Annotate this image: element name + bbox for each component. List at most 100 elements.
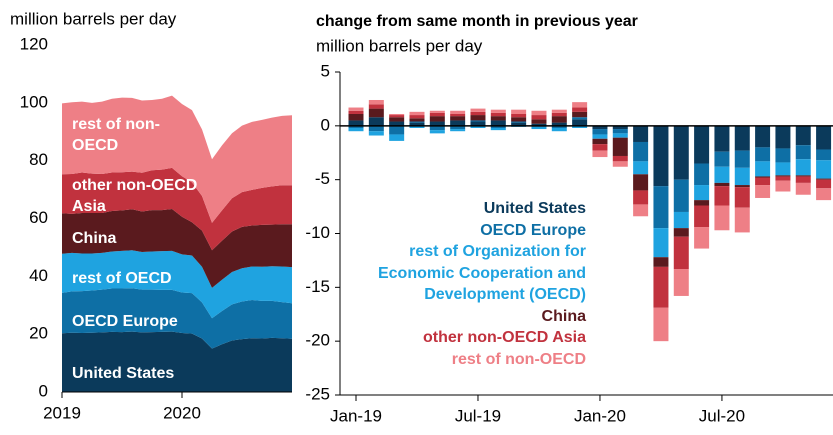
bar [450,125,466,130]
y-tick-label: 120 [20,34,48,53]
bar [470,125,486,128]
bar [795,175,811,177]
x-tick-label: Jan-19 [330,406,382,425]
bar [714,182,730,187]
bar [734,167,750,186]
legend-entry: OECD Europe [480,221,586,239]
bar [551,125,567,128]
left-unit-label: million barrels per day [10,9,177,28]
bar [450,116,466,121]
bar [572,111,588,118]
bar [775,148,791,163]
y-tick-label: 40 [29,266,48,285]
area [62,288,292,349]
area-label: rest of non-OECD [72,116,160,154]
x-tick-label: 2020 [163,403,201,422]
bar [572,125,588,128]
bar [795,182,811,195]
bar [653,228,669,258]
bar [633,125,649,142]
y-tick-label: 5 [321,61,330,80]
area [62,208,292,288]
bar [714,205,730,231]
y-tick-label: -15 [305,277,330,296]
bar [714,186,730,206]
bar [511,122,527,126]
bar [531,126,547,130]
bar [470,115,486,121]
bar [633,174,649,191]
x-tick-label: Jul-19 [455,406,501,425]
bar [694,200,710,206]
area-label: China [72,230,117,247]
area [62,95,292,223]
legend-entry: rest of non-OECD [451,350,586,368]
area [62,250,292,319]
bar [490,112,506,117]
bar [755,161,771,177]
bar [551,127,567,132]
area [62,331,292,392]
bar [673,236,689,270]
bar [694,185,710,201]
bar [490,127,506,131]
right-title: change from same month in previous year [316,13,638,30]
bar [470,121,486,126]
bar [389,115,405,118]
bar [734,187,750,208]
area-label: rest of OECD [72,270,172,287]
bar [551,109,567,113]
bar [511,109,527,114]
bar [409,118,425,122]
area-label: United States [72,365,175,382]
y-tick-label: 0 [39,381,48,400]
bar [673,125,689,180]
area-label: OECD Europe [72,313,178,330]
bar [775,125,791,149]
bar [734,125,750,151]
bar [612,133,628,138]
bar [795,145,811,160]
y-tick-label: -25 [305,384,330,403]
bar [755,185,771,198]
bar [673,269,689,296]
bar [429,116,445,122]
bar [409,122,425,126]
bar [653,257,669,267]
bar [694,205,710,228]
bar [816,125,832,150]
bar [389,134,405,141]
bar [653,307,669,342]
bar [795,176,811,183]
bar [511,121,527,123]
y-tick-label: 60 [29,208,48,227]
bar [653,186,669,229]
bar [531,119,547,124]
bar [612,161,628,167]
bar [816,149,832,161]
bar [348,113,364,121]
bar [389,121,405,126]
y-tick-label: -5 [315,169,330,188]
bar [368,104,384,109]
legend: United States OECD Europe rest of Organiza… [370,198,586,370]
bar [612,129,628,134]
bar [734,185,750,188]
bar [755,147,771,162]
bar [592,144,608,151]
bar [755,125,771,148]
bar [450,129,466,132]
bar [551,112,567,117]
bar [612,137,628,156]
x-tick-label: Jan-20 [574,406,626,425]
bar [714,125,730,152]
bar [490,120,506,126]
bar [734,150,750,168]
bar [572,117,588,120]
bar [490,125,506,128]
bar [572,102,588,108]
bar [592,138,608,145]
y-tick-label: -20 [305,331,330,350]
